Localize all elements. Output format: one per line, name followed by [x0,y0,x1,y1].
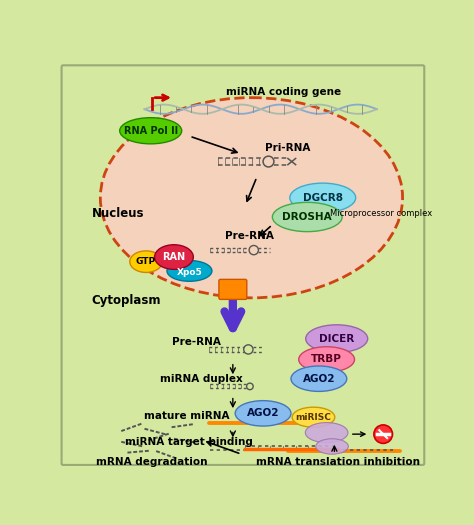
Text: Pre-RNA: Pre-RNA [225,231,273,242]
Text: Cytoplasm: Cytoplasm [92,293,161,307]
Text: GTP: GTP [136,257,156,266]
Text: mature miRNA: mature miRNA [145,411,230,421]
Text: DGCR8: DGCR8 [303,193,343,203]
Ellipse shape [305,423,348,443]
Ellipse shape [292,407,335,427]
Text: miRISC: miRISC [295,413,331,422]
Ellipse shape [167,260,212,281]
Circle shape [374,425,392,444]
Ellipse shape [130,251,162,272]
Text: AGO2: AGO2 [247,408,279,418]
Text: Nucleus: Nucleus [92,207,144,219]
Text: RAN: RAN [163,252,185,262]
Text: RNA Pol II: RNA Pol II [124,126,178,136]
Text: DROSHA: DROSHA [283,212,332,222]
Ellipse shape [316,439,348,454]
Ellipse shape [120,118,182,144]
Ellipse shape [273,202,342,232]
Ellipse shape [306,325,368,352]
Text: miRNA duplex: miRNA duplex [160,374,243,384]
Text: DICER: DICER [319,334,355,344]
Ellipse shape [299,346,355,372]
Text: AGO2: AGO2 [302,374,335,384]
FancyBboxPatch shape [62,65,424,465]
Text: Xpo5: Xpo5 [177,268,202,277]
Ellipse shape [155,245,193,269]
Ellipse shape [235,401,291,426]
Text: mRNA degradation: mRNA degradation [97,457,208,467]
Text: Pri-RNA: Pri-RNA [265,143,310,153]
Ellipse shape [100,98,402,298]
Text: Microprocessor complex: Microprocessor complex [330,208,432,218]
FancyBboxPatch shape [219,279,247,299]
Text: miRNA coding gene: miRNA coding gene [227,87,342,97]
Text: miRNA target binding: miRNA target binding [125,437,253,447]
Ellipse shape [291,366,347,392]
Text: Pre-RNA: Pre-RNA [172,337,220,347]
Ellipse shape [290,183,356,213]
Text: mRNA translation inhibition: mRNA translation inhibition [256,457,420,467]
Text: TRBP: TRBP [311,354,342,364]
